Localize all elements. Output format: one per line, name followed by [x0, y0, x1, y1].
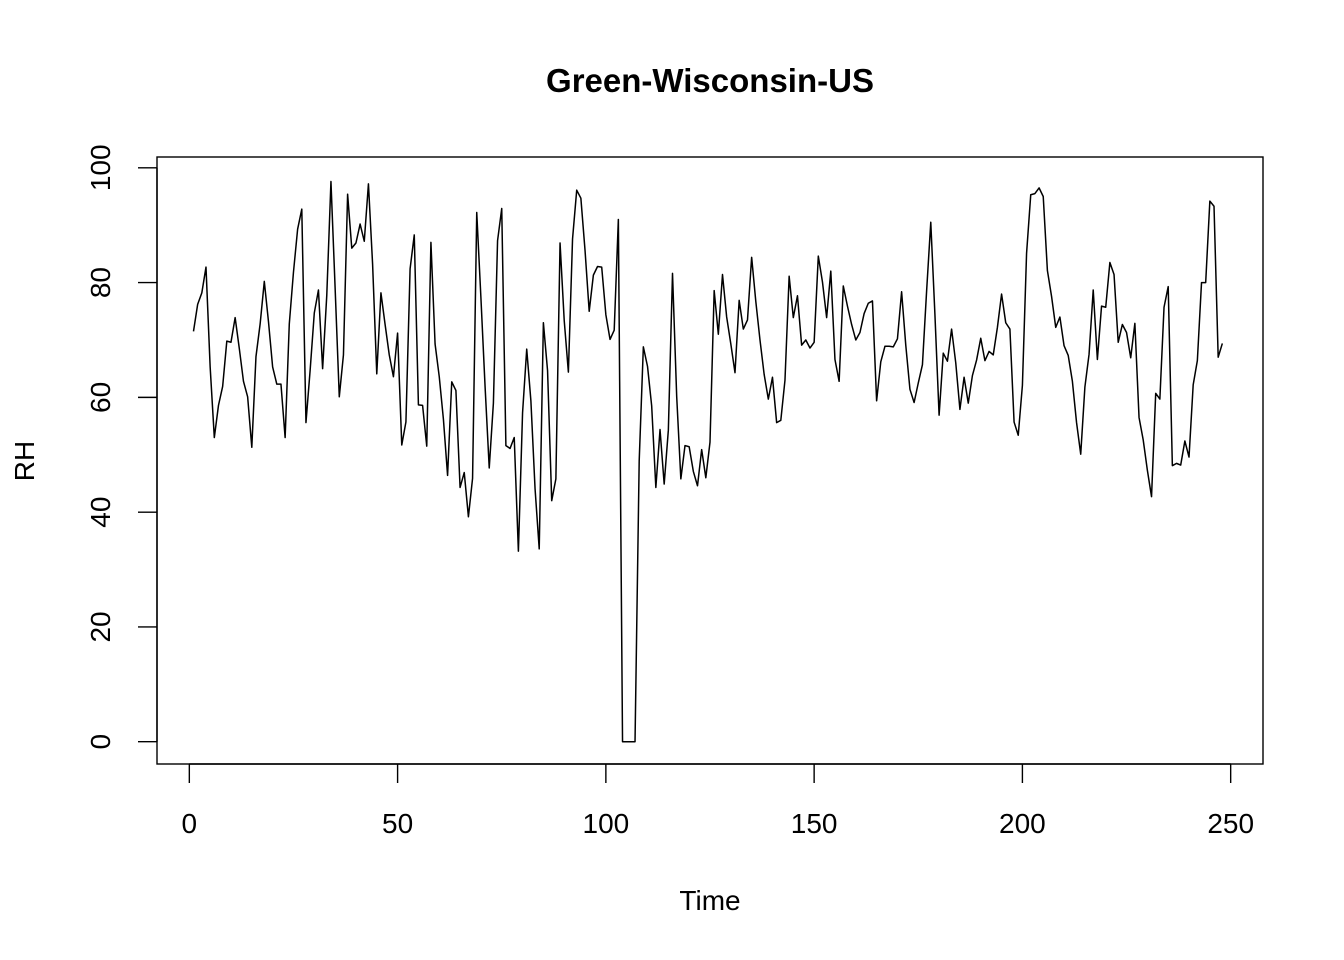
x-axis-label: Time: [679, 885, 740, 916]
y-tick-label: 0: [85, 734, 116, 750]
series-layer: [192, 180, 1224, 743]
y-tick-label: 20: [85, 611, 116, 642]
x-tick-label: 200: [999, 808, 1046, 839]
x-axis: 0 50 100 150 200 250: [182, 763, 1254, 839]
y-tick-label: 100: [85, 144, 116, 191]
y-tick-label: 60: [85, 382, 116, 413]
x-tick-label: 250: [1207, 808, 1254, 839]
x-tick-label: 150: [791, 808, 838, 839]
x-tick-label: 0: [182, 808, 198, 839]
plot-frame: [156, 156, 1264, 765]
y-axis: 0 20 40 60 80 100: [85, 144, 158, 750]
series-line: [192, 180, 1224, 743]
y-axis-label: RH: [9, 441, 40, 481]
x-tick-label: 50: [382, 808, 413, 839]
y-tick-label: 80: [85, 267, 116, 298]
y-tick-label: 40: [85, 497, 116, 528]
x-tick-label: 100: [583, 808, 630, 839]
chart-title: Green-Wisconsin-US: [546, 62, 874, 99]
